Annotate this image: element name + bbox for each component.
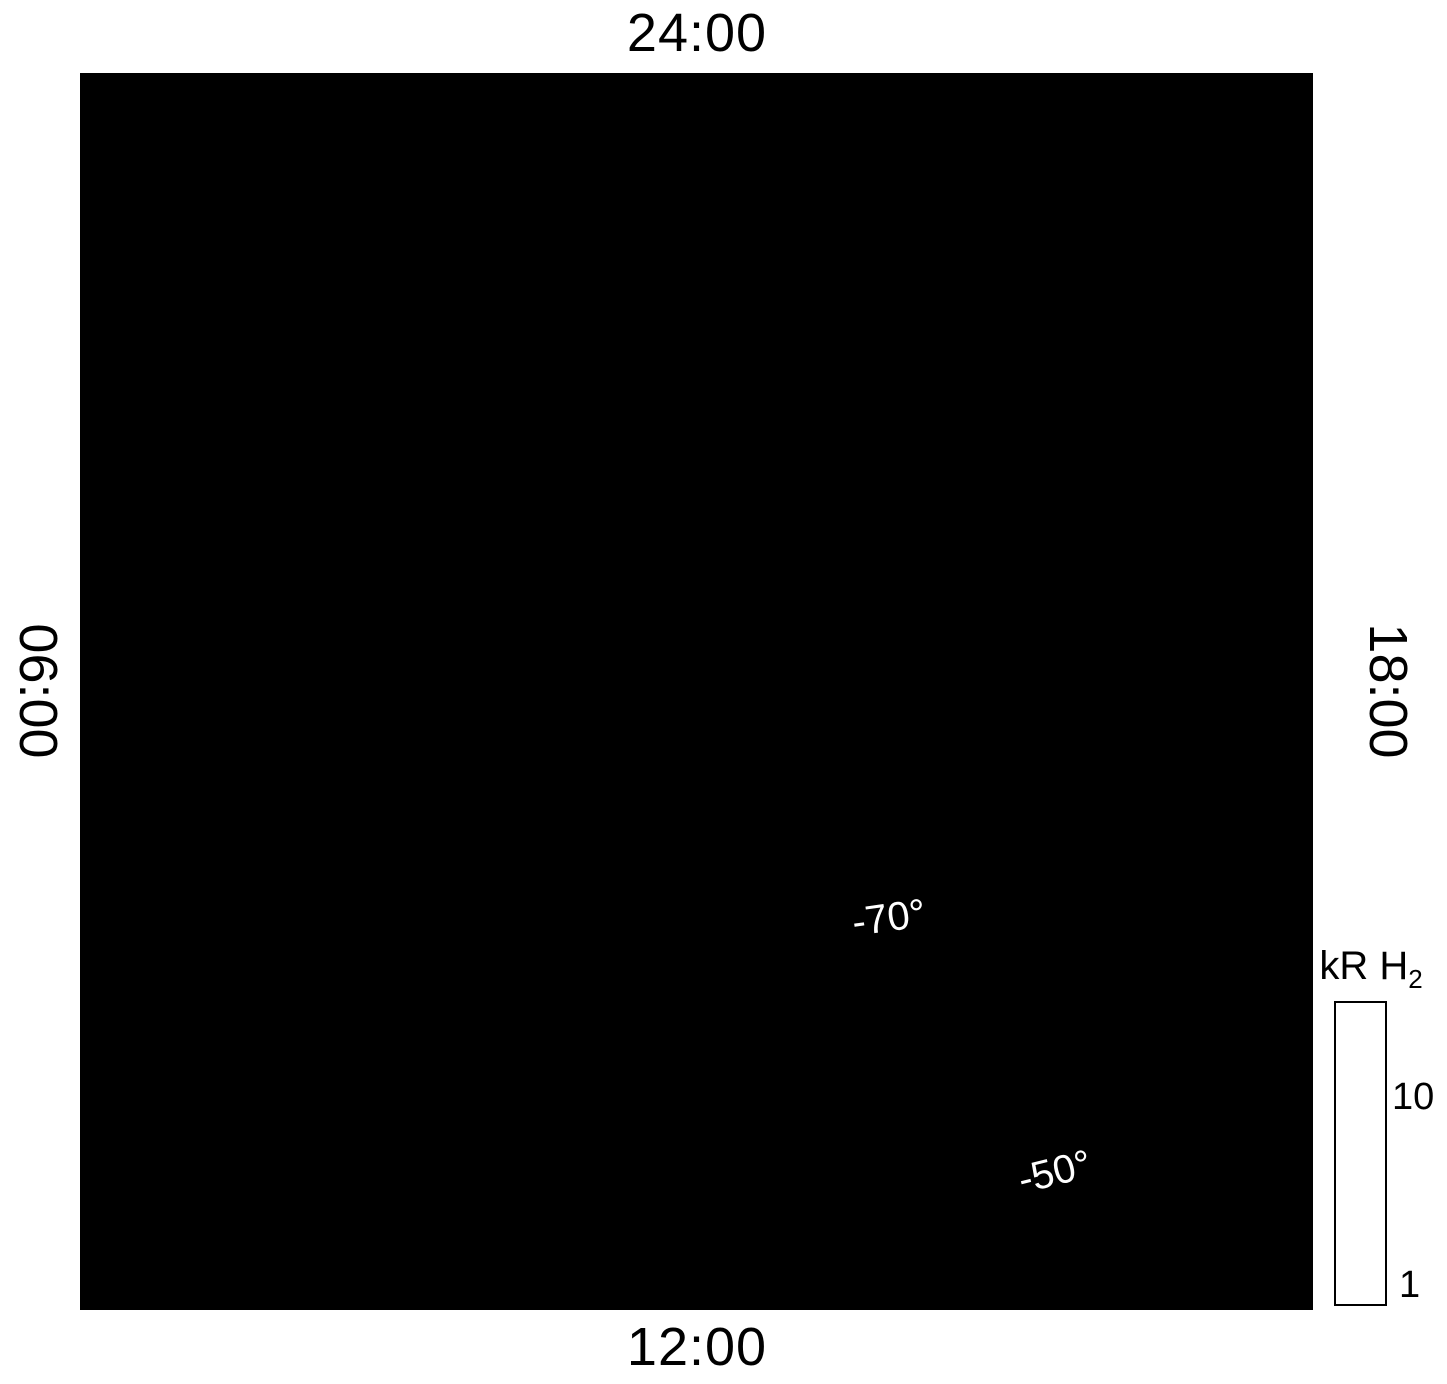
colorbar-title-text: kR H [1319, 944, 1409, 988]
local-time-label-2400: 24:00 [626, 3, 768, 63]
colorbar-gradient-bar [1334, 1001, 1387, 1306]
colorbar-title: kR H2 [1305, 944, 1437, 995]
colorbar-title-subscript: 2 [1408, 964, 1423, 994]
polar-map-canvas [80, 73, 1313, 1310]
local-time-label-1800: 18:00 [1358, 623, 1418, 759]
local-time-label-1200: 12:00 [626, 1317, 768, 1377]
colorbar-tick-label-10: 10 [1392, 1076, 1435, 1118]
plot-area: -70° -50° [80, 73, 1313, 1310]
colorbar-tick-label-1: 1 [1399, 1264, 1421, 1306]
local-time-label-0600: 06:00 [8, 623, 68, 759]
